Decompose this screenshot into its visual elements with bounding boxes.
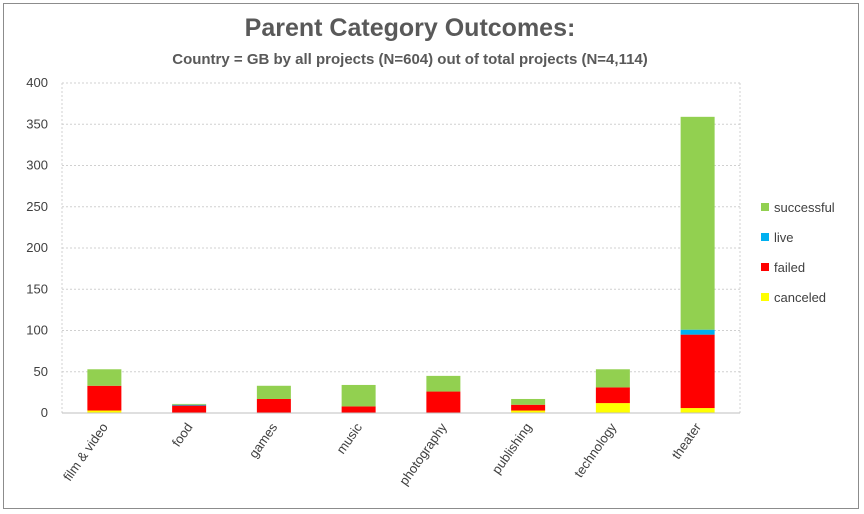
- legend-label-successful: successful: [774, 200, 835, 215]
- chart-title: Parent Category Outcomes:: [244, 14, 576, 42]
- legend-swatch-live: [761, 233, 769, 241]
- legend-label-failed: failed: [774, 260, 805, 275]
- bar-segment-successful: [256, 385, 291, 399]
- legend-swatch-successful: [761, 203, 769, 211]
- bar-segment-successful: [595, 369, 630, 388]
- x-tick-label: theater: [669, 420, 705, 462]
- bar-segment-canceled: [680, 408, 715, 413]
- bar-segment-successful: [511, 398, 546, 405]
- bar-segment-successful: [680, 116, 715, 330]
- y-tick-label: 250: [26, 199, 48, 214]
- y-tick-label: 300: [26, 158, 48, 173]
- legend-label-canceled: canceled: [774, 290, 826, 305]
- bar-segment-successful: [426, 375, 461, 392]
- x-tick-label: publishing: [489, 420, 535, 477]
- y-tick-label: 100: [26, 323, 48, 338]
- bar-segment-failed: [87, 385, 122, 411]
- x-tick-label: film & video: [60, 420, 111, 484]
- bar-segment-failed: [341, 406, 376, 413]
- bar-segment-successful: [87, 369, 122, 386]
- bar-segment-failed: [426, 391, 461, 413]
- legend-label-live: live: [774, 230, 794, 245]
- bar-segment-failed: [511, 404, 546, 411]
- x-tick-label: music: [333, 420, 365, 457]
- x-tick-label: photography: [396, 420, 450, 488]
- y-tick-label: 0: [41, 405, 48, 420]
- legend-swatch-canceled: [761, 293, 769, 301]
- bar-segment-successful: [172, 403, 207, 405]
- y-tick-label: 50: [34, 364, 48, 379]
- bar-segment-canceled: [511, 410, 546, 413]
- chart-subtitle: Country = GB by all projects (N=604) out…: [172, 51, 648, 68]
- bar-segment-failed: [172, 405, 207, 413]
- y-tick-label: 150: [26, 281, 48, 296]
- bar-segment-failed: [256, 398, 291, 413]
- bar-segment-canceled: [87, 410, 122, 413]
- y-tick-label: 350: [26, 116, 48, 131]
- bar-segment-failed: [595, 387, 630, 404]
- x-tick-label: games: [246, 420, 281, 461]
- y-tick-label: 200: [26, 240, 48, 255]
- bar-segment-live: [680, 329, 715, 335]
- x-tick-label: technology: [571, 420, 620, 481]
- bar-segment-canceled: [595, 403, 630, 413]
- bar-segment-live: [172, 404, 207, 406]
- bar-segment-failed: [680, 334, 715, 409]
- chart-frame: [3, 3, 859, 509]
- x-tick-label: food: [169, 420, 196, 449]
- y-tick-label: 400: [26, 75, 48, 90]
- legend-swatch-failed: [761, 263, 769, 271]
- bar-segment-successful: [341, 384, 376, 407]
